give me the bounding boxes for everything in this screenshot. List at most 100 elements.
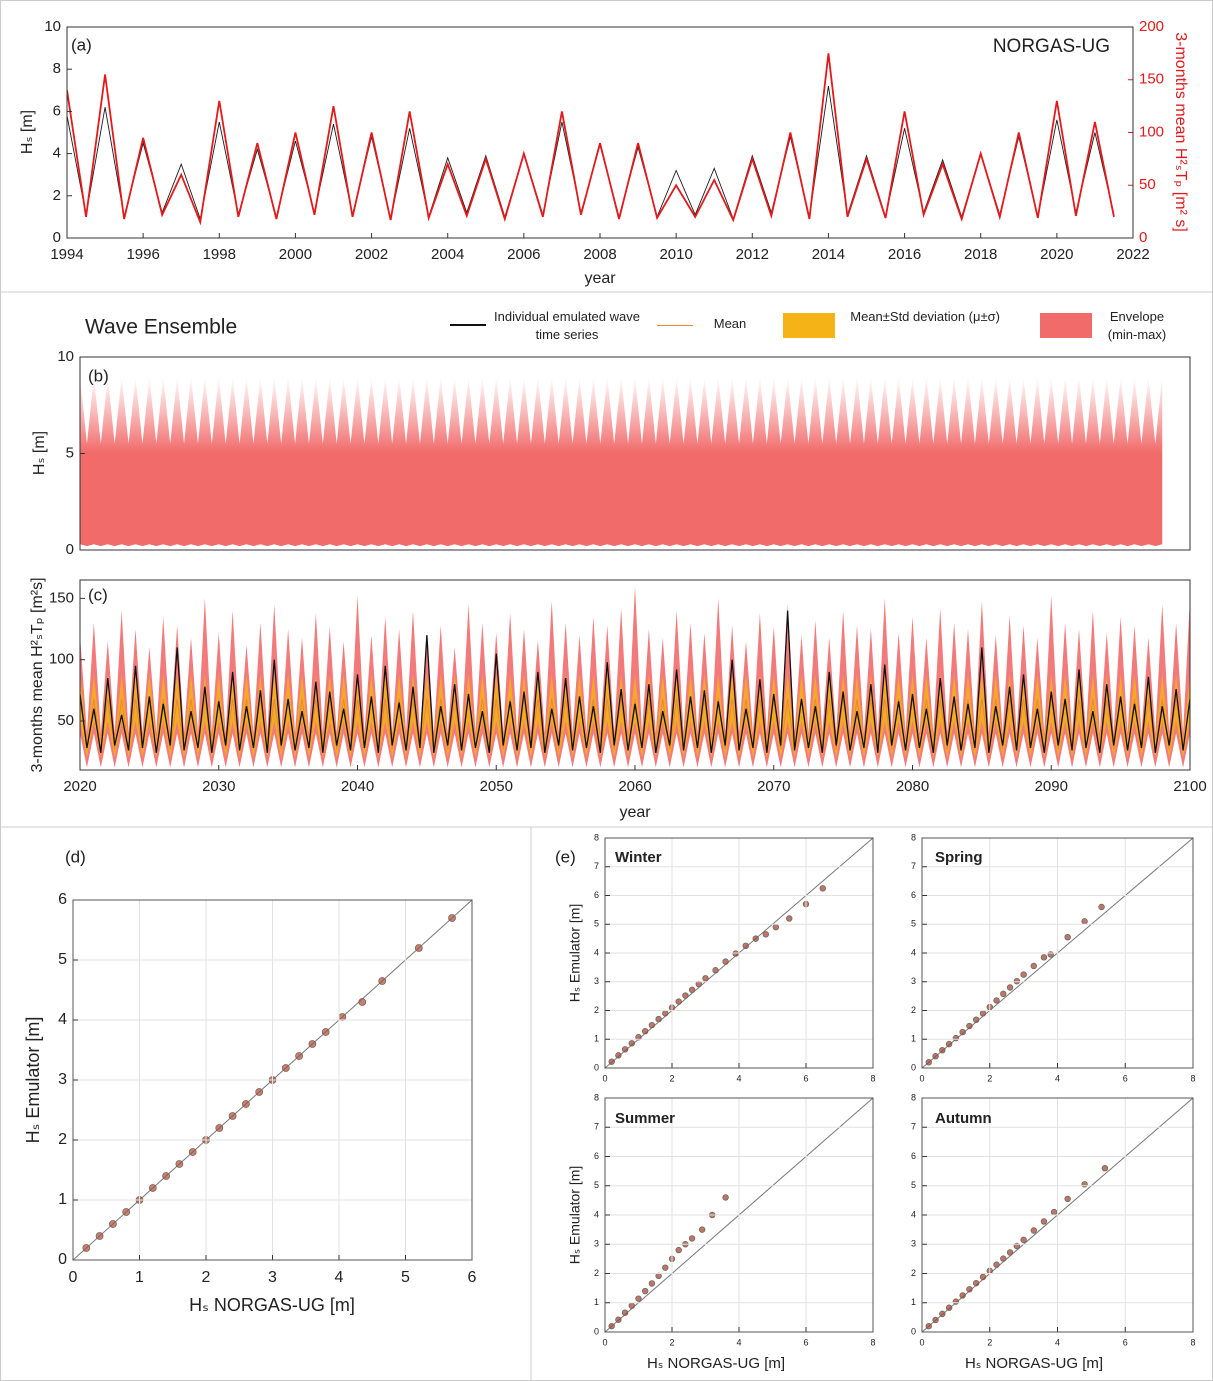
axes-frame: [72, 899, 473, 1261]
y-tick-label: 0: [58, 1251, 67, 1268]
point: [148, 1184, 157, 1192]
point: [1098, 903, 1105, 911]
point: [241, 1100, 250, 1108]
axes-frame: [604, 837, 874, 1069]
y-tick-label: 10: [57, 348, 74, 365]
x-tick-label: 2040: [341, 778, 374, 795]
point: [1006, 984, 1014, 991]
y-tick-label: 8: [53, 60, 61, 77]
y-tick-label: 3: [594, 1239, 599, 1249]
title: Winter: [615, 849, 662, 866]
axes-frame: [921, 1097, 1194, 1333]
x-tick-label: 2002: [355, 246, 388, 263]
point: [109, 1220, 117, 1228]
x-axis-label: year: [619, 804, 651, 821]
point: [648, 1021, 656, 1029]
point: [188, 1148, 197, 1156]
title: Wave Ensemble: [85, 316, 237, 339]
point: [945, 1040, 953, 1048]
plot-area: [605, 838, 873, 1068]
x-tick-label: 4: [736, 1337, 741, 1347]
y-tick-label: 2: [911, 1268, 916, 1278]
x-tick-label: 6: [803, 1337, 808, 1347]
point: [642, 1287, 649, 1295]
axes-frame: [79, 579, 1191, 771]
point: [1006, 1249, 1014, 1256]
x-tick-label: 6: [468, 1269, 477, 1286]
point: [655, 1015, 662, 1023]
point: [321, 1028, 330, 1036]
panel-label: (c): [88, 585, 108, 604]
point: [1081, 918, 1088, 925]
point: [175, 1160, 184, 1168]
legend-swatch: [657, 325, 693, 326]
x-tick-label: 2000: [279, 246, 312, 263]
y-tick-label: 100: [49, 651, 74, 668]
plot-area: [67, 53, 1115, 226]
band: [80, 376, 1163, 547]
y-tick-label: 7: [594, 1122, 599, 1132]
y-tick-label: 8: [911, 1092, 916, 1102]
legend-swatch: [1040, 313, 1092, 338]
y-tick-label: 4: [911, 947, 916, 957]
point: [979, 1010, 987, 1017]
title: Autumn: [935, 1110, 992, 1127]
x-tick-label: 2020: [1040, 246, 1073, 263]
x-tick-label: 4: [736, 1073, 741, 1083]
axes-frame: [66, 26, 1134, 239]
data-line: [80, 610, 1190, 753]
point: [702, 975, 709, 982]
x-tick-label: 4: [1055, 1337, 1060, 1347]
point: [95, 1232, 104, 1240]
y-tick-label: 0: [911, 1062, 916, 1072]
point: [1040, 1218, 1048, 1225]
y-tick-label: 1: [58, 1191, 67, 1208]
point: [414, 944, 423, 952]
legend-label: Envelope (min-max): [1107, 309, 1167, 342]
x-tick-label: 0: [602, 1337, 607, 1347]
point: [939, 1310, 946, 1318]
y-axis-label: Hₛ [m]: [19, 110, 36, 154]
y-tick-label: 0: [53, 229, 61, 246]
point: [973, 1279, 980, 1287]
point: [635, 1034, 642, 1041]
y-axis-label: 3-months mean H²ₛTₚ [m²s]: [29, 577, 46, 772]
y-tick-label: 1: [594, 1297, 599, 1307]
legend-label: Mean: [713, 316, 747, 331]
x-tick-label: 8: [870, 1337, 875, 1347]
y2-tick-label: 100: [1139, 123, 1164, 140]
y-tick-label: 50: [57, 712, 74, 729]
point: [621, 1309, 629, 1316]
point: [966, 1022, 973, 1030]
y-axis-label: Hₛ Emulator [m]: [567, 904, 583, 1003]
point: [722, 1194, 729, 1201]
point: [648, 1280, 656, 1287]
title: Summer: [615, 1110, 675, 1127]
data-line: [67, 53, 1115, 226]
point: [939, 1046, 946, 1054]
y-tick-label: 10: [44, 18, 61, 35]
legend-label: Mean±Std deviation (μ±σ): [850, 309, 1000, 324]
y2-tick-label: 150: [1139, 71, 1164, 88]
y-tick-label: 4: [911, 1209, 916, 1219]
x-tick-label: 2: [987, 1337, 992, 1347]
axes-frame: [921, 837, 1194, 1069]
x-tick-label: 1994: [50, 246, 83, 263]
point: [628, 1302, 635, 1309]
point: [973, 1016, 980, 1023]
point: [1064, 1195, 1071, 1203]
plot-area: [922, 838, 1193, 1068]
y-tick-label: 1: [911, 1034, 916, 1044]
point: [1101, 1164, 1109, 1172]
y-tick-label: 2: [58, 1131, 67, 1148]
legend-label: Individual emulated wave time series: [494, 309, 640, 342]
point: [1013, 977, 1021, 985]
x-tick-label: 8: [870, 1073, 875, 1083]
y-tick-label: 6: [58, 891, 67, 908]
x-tick-label: 0: [602, 1073, 607, 1083]
legend-swatch: [783, 313, 835, 338]
point: [1050, 1208, 1058, 1216]
point: [82, 1244, 91, 1252]
x-tick-label: 6: [1123, 1073, 1128, 1083]
y-tick-label: 5: [594, 1180, 599, 1190]
